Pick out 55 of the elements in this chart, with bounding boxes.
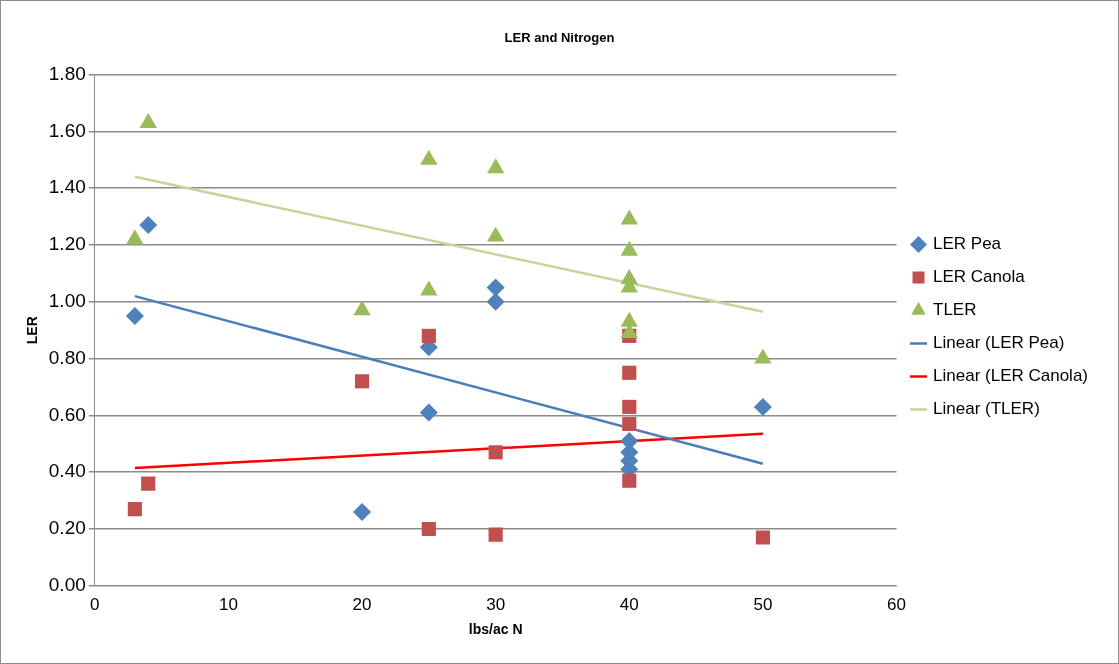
point (622, 416, 637, 431)
point (487, 226, 505, 242)
y-tick-label: 0.20 (48, 517, 86, 539)
point (139, 112, 157, 128)
point (353, 502, 372, 521)
point (127, 502, 142, 517)
y-tick-label: 1.40 (48, 176, 86, 198)
point (755, 530, 770, 545)
y-axis-title: LER (24, 316, 41, 345)
x-tick-label: 40 (619, 594, 639, 614)
y-tick-label: 1.20 (48, 233, 86, 255)
point (141, 476, 156, 491)
y-tick-label: 0.00 (48, 574, 86, 596)
point (420, 280, 438, 296)
legend-label: TLER (933, 300, 977, 320)
point (487, 158, 505, 174)
x-tick-label: 60 (887, 594, 906, 614)
point (620, 311, 638, 327)
point (126, 229, 144, 245)
point (421, 328, 436, 343)
x-tick-label: 30 (486, 594, 506, 614)
x-tick-label: 0 (90, 594, 100, 614)
point (622, 399, 637, 414)
point (421, 521, 436, 537)
y-tick-label: 0.60 (48, 403, 86, 425)
point (620, 209, 638, 225)
point (488, 527, 503, 542)
point (488, 445, 503, 460)
point (622, 365, 637, 380)
chart-title: LER and Nitrogen (504, 30, 615, 46)
point (486, 278, 505, 297)
point (620, 240, 638, 256)
legend-label: Linear (LER Canola) (933, 366, 1088, 386)
y-tick-label: 1.00 (48, 290, 86, 312)
legend-label: LER Pea (933, 234, 1002, 254)
y-tick-label: 0.40 (48, 460, 86, 482)
x-tick-label: 50 (753, 594, 773, 614)
point (754, 348, 772, 364)
point (419, 403, 438, 422)
legend-label: LER Canola (933, 267, 1026, 287)
x-tick-label: 10 (218, 594, 238, 614)
point (353, 300, 371, 316)
x-axis-title: lbs/ac N (468, 621, 523, 638)
y-tick-label: 1.80 (48, 62, 86, 84)
point (354, 374, 370, 389)
y-tick-label: 0.80 (48, 346, 86, 368)
legend-label: Linear (LER Pea) (933, 333, 1065, 353)
point (486, 292, 505, 311)
point (753, 397, 772, 416)
y-tick-label: 1.60 (48, 119, 86, 141)
legend-label: Linear (TLER) (933, 399, 1040, 419)
point (420, 149, 438, 165)
x-tick-label: 20 (352, 594, 372, 614)
point (125, 307, 144, 325)
point (622, 473, 637, 488)
